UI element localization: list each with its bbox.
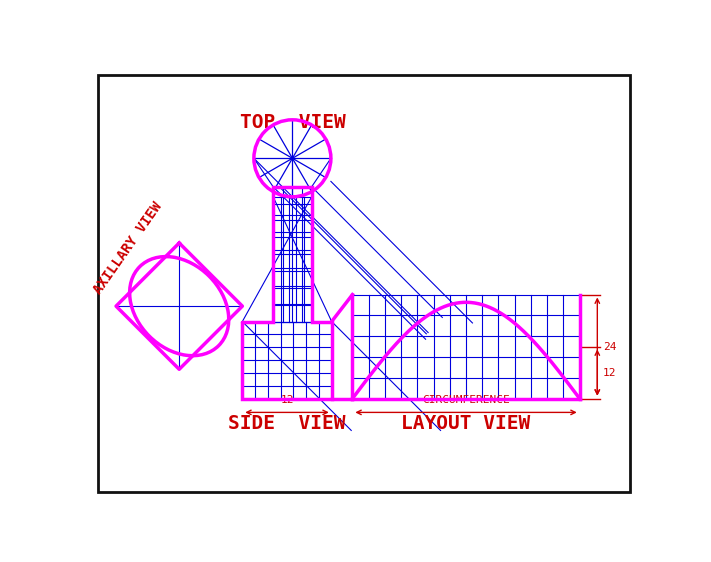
Text: CIRCUMFERENCE: CIRCUMFERENCE: [422, 395, 510, 405]
Text: LAYOUT VIEW: LAYOUT VIEW: [402, 414, 530, 433]
Text: 24: 24: [603, 342, 616, 352]
Text: SIDE  VIEW: SIDE VIEW: [228, 414, 346, 433]
Text: TOP  VIEW: TOP VIEW: [240, 114, 346, 133]
Text: 12: 12: [603, 368, 616, 378]
Text: 12: 12: [280, 395, 294, 405]
Text: AXILLARY VIEW: AXILLARY VIEW: [91, 200, 164, 297]
